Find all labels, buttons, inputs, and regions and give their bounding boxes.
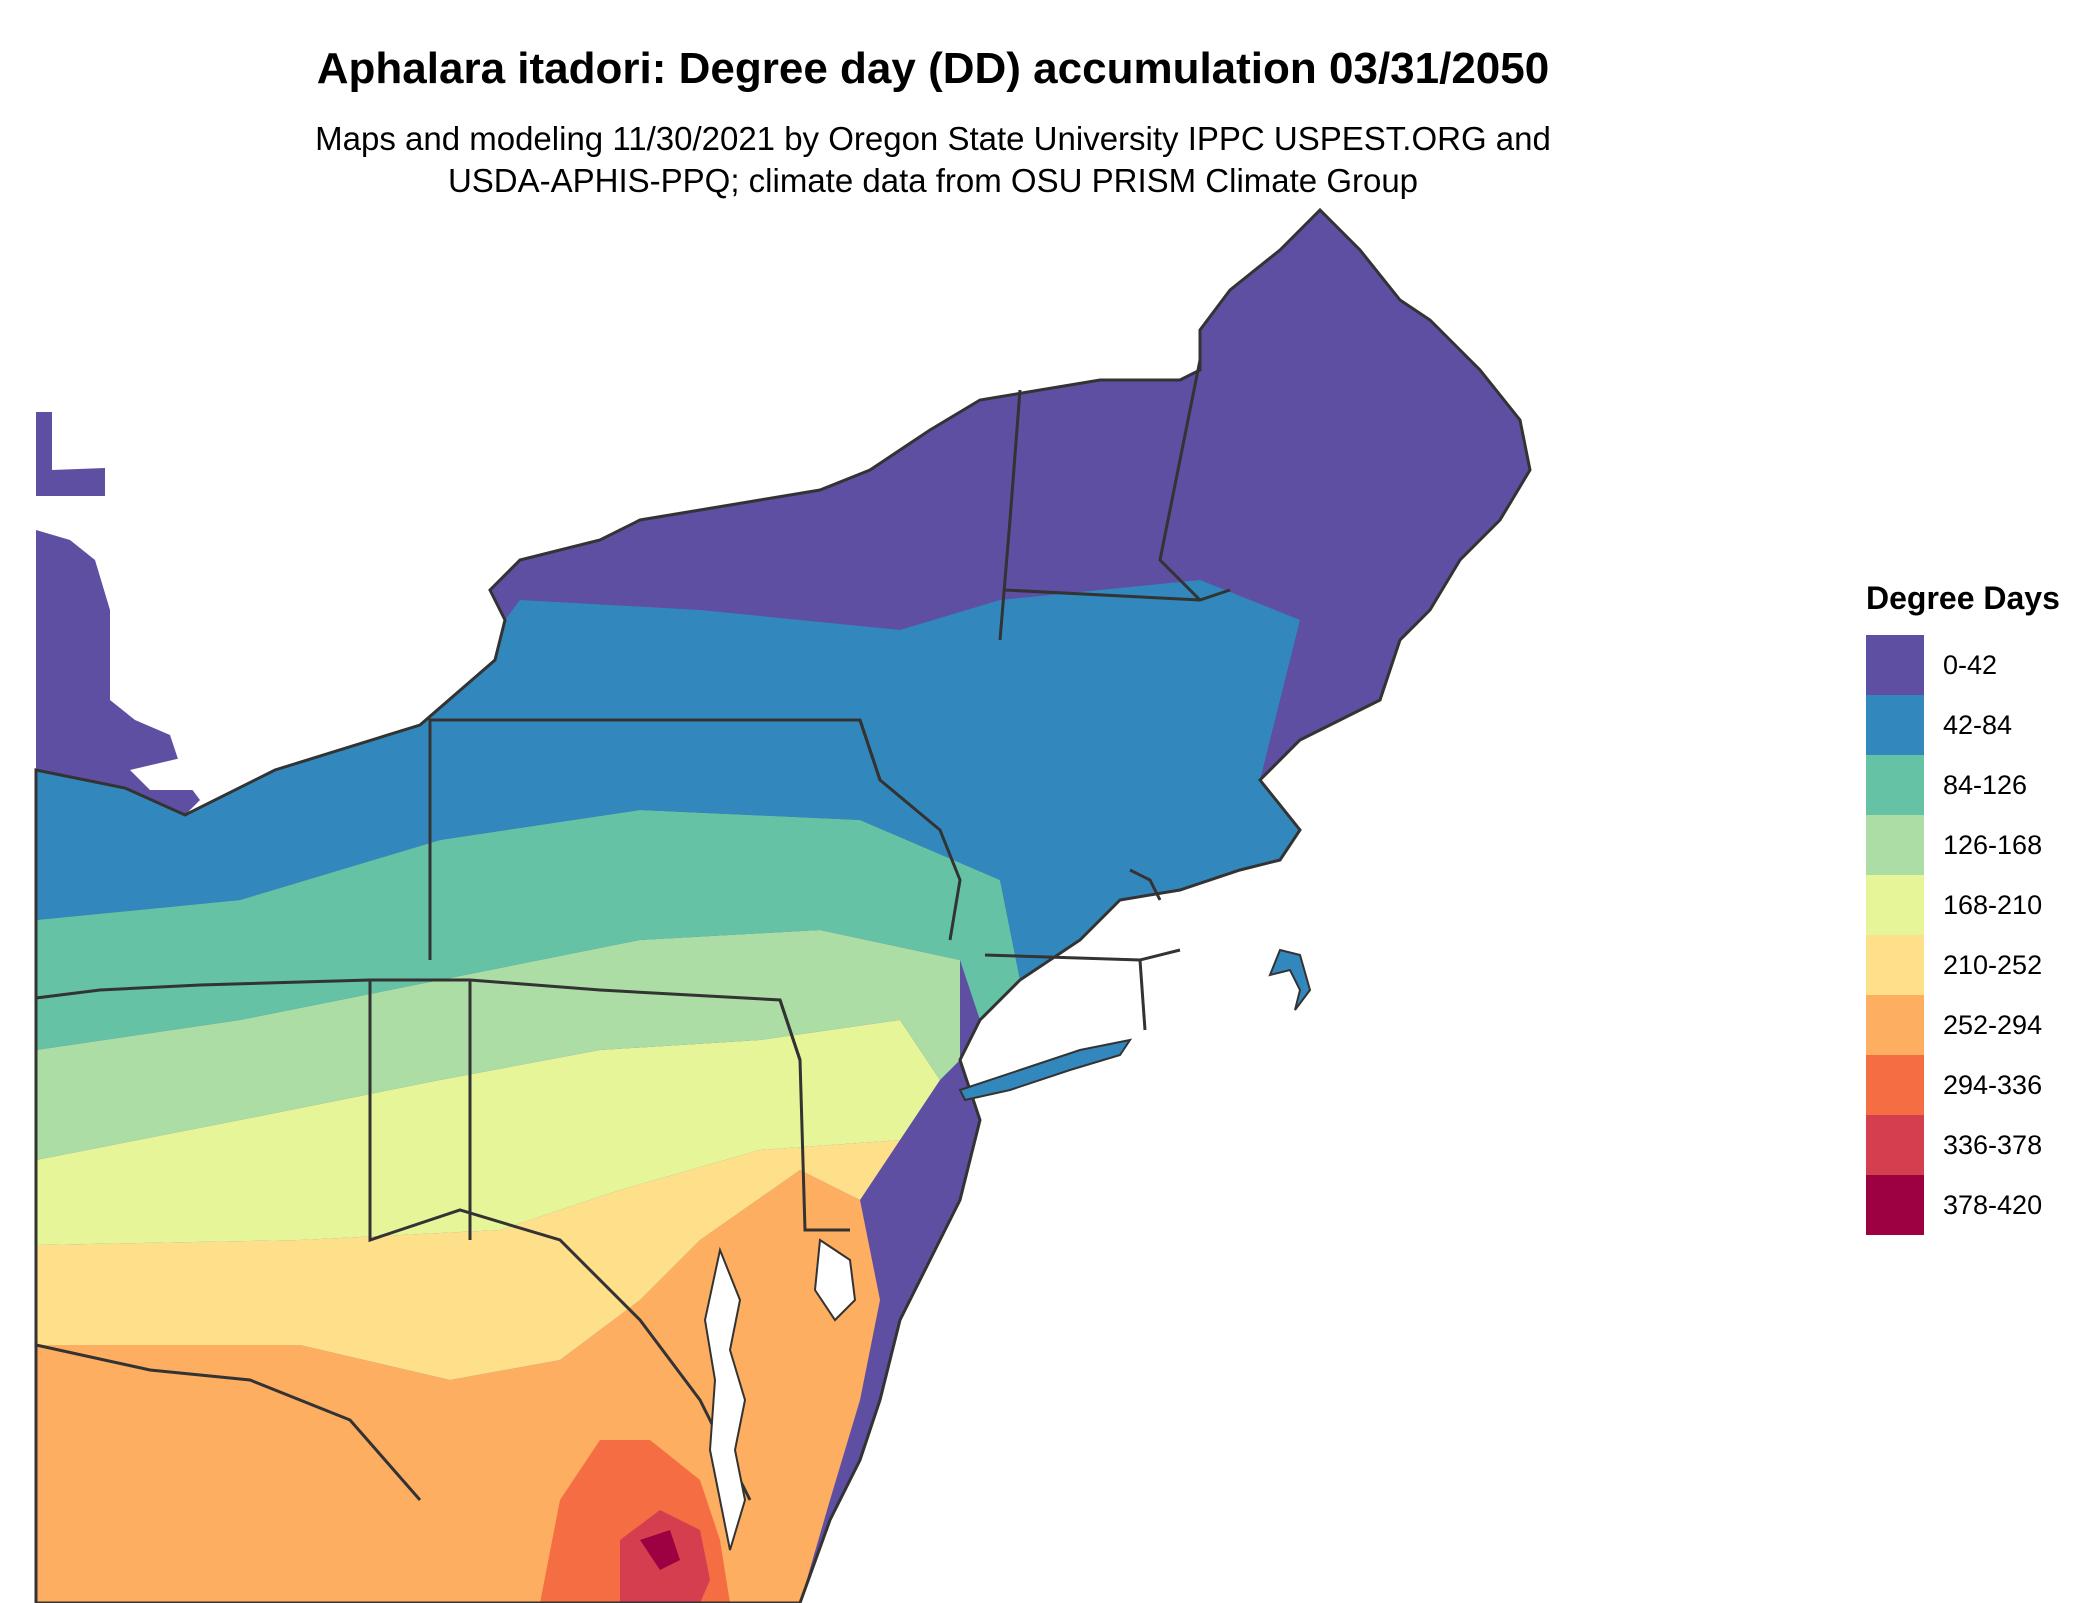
legend-label: 168-210 bbox=[1943, 889, 2043, 920]
legend-item: 126-168 bbox=[1866, 815, 2086, 875]
legend-swatch bbox=[1866, 935, 1924, 995]
legend-item: 378-420 bbox=[1866, 1175, 2086, 1235]
coastline bbox=[34, 207, 1532, 1603]
zone-42-84 bbox=[36, 580, 1300, 980]
state-border bbox=[858, 719, 882, 781]
legend-label: 294-336 bbox=[1943, 1069, 2043, 1100]
state-border bbox=[998, 389, 1022, 641]
legend-swatch bbox=[1866, 995, 1924, 1055]
legend-label: 336-378 bbox=[1943, 1129, 2043, 1160]
legend-item: 42-84 bbox=[1866, 695, 2086, 755]
legend-swatch bbox=[1866, 1055, 1924, 1115]
subtitle-line-2: USDA-APHIS-PPQ; climate data from OSU PR… bbox=[447, 162, 1419, 199]
michigan-lower-peninsula bbox=[36, 530, 200, 815]
state-border bbox=[35, 1343, 422, 1501]
zone-168-210 bbox=[36, 1020, 940, 1245]
legend-swatch bbox=[1866, 635, 1924, 695]
state-border bbox=[35, 978, 802, 1061]
legend-item: 252-294 bbox=[1866, 995, 2086, 1055]
legend-swatch bbox=[1866, 875, 1924, 935]
zone-126-168 bbox=[36, 930, 960, 1160]
legend-label: 126-168 bbox=[1943, 829, 2043, 860]
legend-label: 84-126 bbox=[1943, 769, 2028, 800]
legend-label: 0-42 bbox=[1943, 649, 1998, 680]
legend-item: 294-336 bbox=[1866, 1055, 2086, 1115]
zone-210-252 bbox=[36, 1140, 900, 1380]
legend-label: 378-420 bbox=[1943, 1189, 2043, 1220]
state-border bbox=[1158, 359, 1202, 602]
state-border bbox=[778, 999, 850, 1232]
legend-item: 168-210 bbox=[1866, 875, 2086, 935]
degree-day-map bbox=[34, 207, 1532, 1603]
legend-label: 252-294 bbox=[1943, 1009, 2043, 1040]
delaware-bay bbox=[813, 1238, 857, 1322]
legend: Degree Days 0-42 42-84 84-126 126-168 168-21… bbox=[1866, 580, 2086, 1235]
subtitle-line-1: Maps and modeling 11/30/2021 by Oregon S… bbox=[315, 120, 1551, 157]
zone-378-420 bbox=[640, 1530, 680, 1570]
map-title: Aphalara itadori: Degree day (DD) accumu… bbox=[316, 44, 1550, 93]
long-island bbox=[958, 1038, 1133, 1102]
legend-item: 210-252 bbox=[1866, 935, 2086, 995]
legend-swatch bbox=[1866, 815, 1924, 875]
legend-label: 42-84 bbox=[1943, 709, 2013, 740]
legend-swatch bbox=[1866, 695, 1924, 755]
state-border bbox=[1138, 959, 1147, 1031]
cape-cod bbox=[1268, 948, 1312, 1011]
lake-erie bbox=[130, 620, 480, 790]
legend-item: 336-378 bbox=[1866, 1115, 2086, 1175]
legend-item: 84-126 bbox=[1866, 755, 2086, 815]
state-border bbox=[368, 980, 752, 1501]
legend-label: 210-252 bbox=[1943, 949, 2043, 980]
chesapeake-bay bbox=[703, 1246, 747, 1551]
legend-swatch bbox=[1866, 755, 1924, 815]
legend-swatch bbox=[1866, 1175, 1924, 1235]
legend-swatch bbox=[1866, 1115, 1924, 1175]
zone-84-126 bbox=[36, 810, 1020, 1050]
legend-items: 0-42 42-84 84-126 126-168 168-210 210-252 252-… bbox=[1866, 635, 2086, 1235]
michigan-upper-peninsula bbox=[36, 412, 105, 496]
map-subtitle: Maps and modeling 11/30/2021 by Oregon S… bbox=[0, 118, 1866, 202]
legend-title: Degree Days bbox=[1866, 580, 2060, 616]
legend-item: 0-42 bbox=[1866, 635, 2086, 695]
